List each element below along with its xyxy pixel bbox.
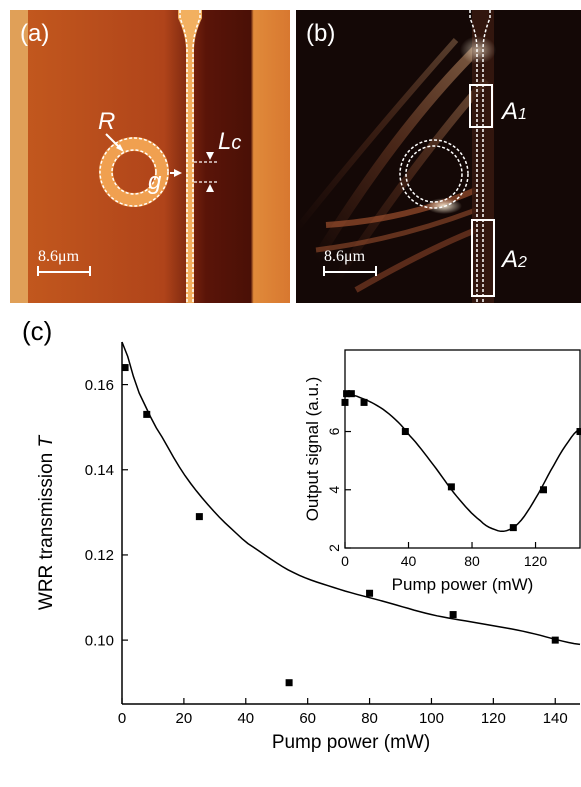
inset-x-tick-label: 0 [341,553,349,569]
region-a1-box [469,84,493,128]
main-data-point [551,636,559,644]
main-x-tick-label: 0 [118,710,126,727]
main-data-point [366,589,374,597]
inset-data-point [539,486,547,494]
panel-label-c: (c) [22,316,53,346]
coupling-length-label: Lc [218,128,242,155]
main-x-tick-label: 80 [361,710,378,727]
inset-x-tick-label: 120 [524,553,548,569]
region-a1-label: A1 [502,98,527,125]
inset-x-axis-label: Pump power (mW) [392,575,534,594]
main-y-tick-label: 0.16 [85,377,114,394]
main-data-point [449,611,457,619]
gap-label: g [148,168,162,195]
main-y-tick-label: 0.14 [85,462,114,479]
main-y-tick-label: 0.12 [85,547,114,564]
main-x-tick-label: 40 [237,710,254,727]
panel-label-b: (b) [306,20,336,47]
inset-data-point [343,390,351,398]
ring-resonator [99,137,169,207]
waveguide [178,10,202,303]
ring-outline-outer-b [399,139,469,209]
waveguide-outline-right [192,10,201,303]
inset-x-tick-label: 40 [401,553,417,569]
region-a2-box [471,219,495,297]
main-x-axis-label: Pump power (mW) [272,732,430,753]
afm-left-edge [10,10,28,303]
ring-outline-outer [99,137,169,207]
inset-data-point [347,390,355,398]
lc-arrow-top [206,152,214,160]
inset-y-tick-label: 2 [326,544,342,552]
ring-outline-inner [111,149,157,195]
main-data-point [121,364,129,372]
radius-label: R [98,108,116,135]
lc-arrow-bottom [206,184,214,192]
nsom-optical-image: (b) A1 A2 8.6μm [296,10,581,303]
main-x-tick-label: 120 [481,710,506,727]
main-fit-curve [121,341,581,646]
inset-plot-area: 0 40 80 120 2 4 6 Pump power (mW) Output signal … [303,349,581,594]
main-x-tick-label: 140 [543,710,568,727]
waveguide-outline-left [179,10,188,303]
inset-fit-curve [344,394,581,533]
inset-data-point [360,398,368,406]
main-data-point [195,513,203,521]
ring-outline-inner-b [405,145,463,203]
scale-bar-label-b: 8.6μm [324,248,366,265]
inset-y-tick-label: 6 [326,427,342,435]
main-x-tick-label: 100 [419,710,444,727]
main-x-tick-label: 60 [299,710,316,727]
afm-topography-image: (a) R g Lc 8.6μm [10,10,290,303]
bright-spot-top [460,36,496,64]
panel-label-a: (a) [20,20,50,47]
inset-x-tick-label: 80 [464,553,480,569]
inset-y-axis-label: Output signal (a.u.) [303,377,322,522]
inset-data-point [447,483,455,491]
scale-bar-label-a: 8.6μm [38,248,80,265]
inset-data-point [576,428,581,436]
inset-y-tick-label: 4 [326,486,342,494]
main-data-point [285,679,293,687]
inset-data-point [341,398,349,406]
main-y-tick-label: 0.10 [85,632,114,649]
main-y-axis-label: WRR transmission T [36,435,57,611]
region-a2-label: A2 [502,246,527,273]
inset-data-point [401,428,409,436]
inset-frame [344,349,581,549]
main-x-tick-label: 20 [176,710,193,727]
main-data-point [143,410,151,418]
